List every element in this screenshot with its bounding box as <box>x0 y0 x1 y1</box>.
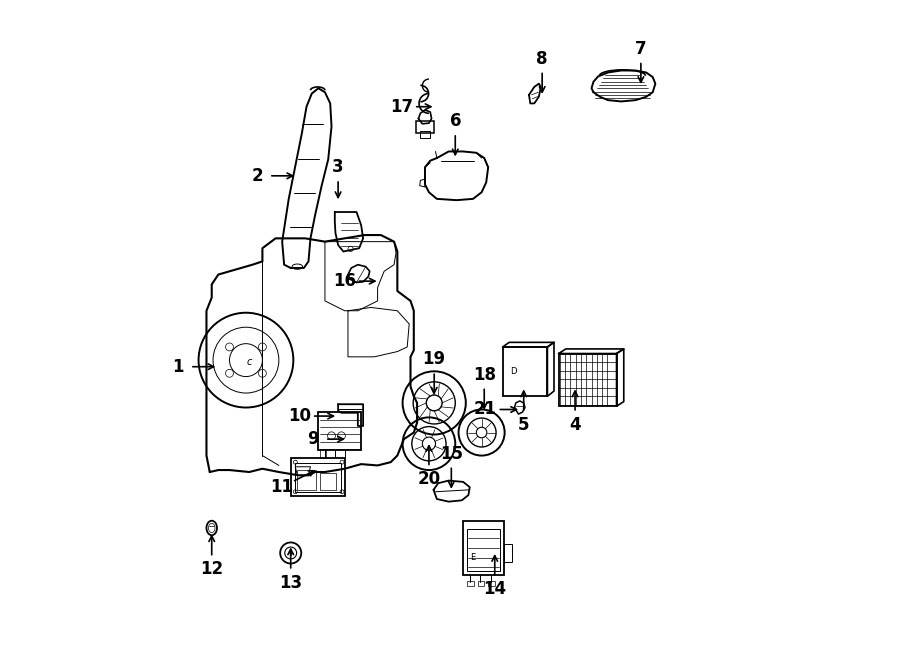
Bar <box>464 522 504 575</box>
Text: 6: 6 <box>449 112 461 130</box>
Text: 9: 9 <box>307 430 319 448</box>
Text: 16: 16 <box>333 272 356 290</box>
Bar <box>320 473 336 490</box>
Bar <box>320 449 327 458</box>
Text: 4: 4 <box>569 416 580 434</box>
Bar <box>294 463 341 492</box>
Text: 17: 17 <box>391 98 413 116</box>
Text: 10: 10 <box>288 407 311 425</box>
Text: 3: 3 <box>332 158 344 176</box>
Text: 2: 2 <box>251 167 263 185</box>
Text: 11: 11 <box>270 478 292 496</box>
Text: 7: 7 <box>635 40 647 58</box>
Text: E: E <box>471 553 476 562</box>
Bar <box>503 347 547 397</box>
Text: 1: 1 <box>173 358 184 375</box>
Text: 13: 13 <box>279 574 302 592</box>
Text: 14: 14 <box>483 580 507 598</box>
Bar <box>297 470 316 490</box>
Bar <box>467 580 473 586</box>
Text: 8: 8 <box>536 50 548 67</box>
Text: 19: 19 <box>423 350 446 368</box>
Text: D: D <box>510 367 517 376</box>
Text: 21: 21 <box>474 401 497 418</box>
Text: 5: 5 <box>518 416 529 434</box>
Bar <box>488 580 495 586</box>
Text: 18: 18 <box>472 366 496 383</box>
Text: 12: 12 <box>200 561 223 578</box>
Bar <box>467 529 500 571</box>
Bar <box>291 458 345 496</box>
Bar <box>478 580 484 586</box>
Bar <box>420 131 430 137</box>
Text: 15: 15 <box>440 445 463 463</box>
Text: 20: 20 <box>418 470 440 488</box>
Bar <box>416 121 434 133</box>
Bar <box>504 544 512 563</box>
Bar <box>559 354 616 407</box>
Bar <box>319 412 361 450</box>
Text: c: c <box>247 357 252 367</box>
